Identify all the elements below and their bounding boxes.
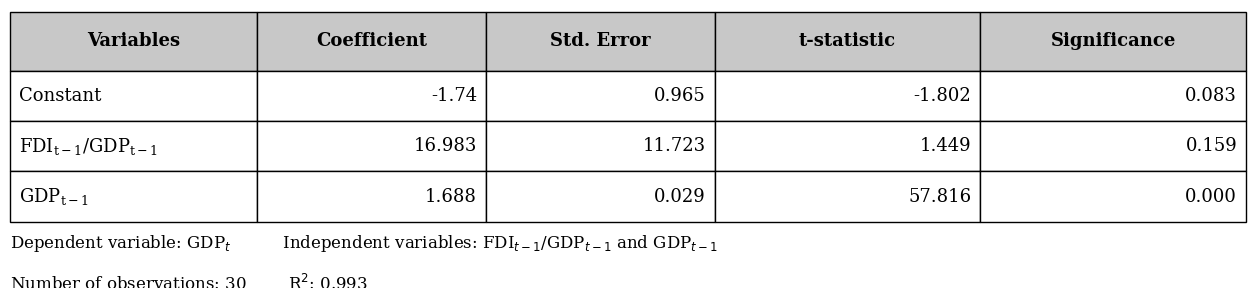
Bar [10,171,257,222]
Text: Std. Error: Std. Error [550,32,651,50]
Bar [980,171,1246,222]
Text: 0.965: 0.965 [654,87,706,105]
Text: Significance: Significance [1050,32,1176,50]
Text: GDP$_{\mathregular{t-1}}$: GDP$_{\mathregular{t-1}}$ [19,186,89,207]
Text: FDI$_{\mathregular{t-1}}$/GDP$_{\mathregular{t-1}}$: FDI$_{\mathregular{t-1}}$/GDP$_{\mathreg… [19,136,158,157]
Bar [980,12,1246,71]
Text: 1.688: 1.688 [426,187,477,206]
Text: Constant: Constant [19,87,102,105]
Text: Variables: Variables [87,32,180,50]
Text: 11.723: 11.723 [643,137,706,155]
Text: 57.816: 57.816 [908,187,971,206]
Text: Number of observations: 30        R$^2$: 0.993: Number of observations: 30 R$^2$: 0.993 [10,274,368,288]
Bar [486,71,715,121]
Text: 16.983: 16.983 [413,137,477,155]
Bar [257,171,486,222]
Bar [10,12,257,71]
Bar [486,12,715,71]
Bar [980,121,1246,171]
Bar [715,121,980,171]
Text: 0.029: 0.029 [654,187,706,206]
Text: Dependent variable: GDP$_t$          Independent variables: FDI$_{t-1}$/GDP$_{t-: Dependent variable: GDP$_t$ Independent … [10,233,718,254]
Bar [10,71,257,121]
Bar [715,12,980,71]
Bar [715,71,980,121]
Bar [257,12,486,71]
Text: 0.159: 0.159 [1186,137,1237,155]
Bar [257,121,486,171]
Bar [715,171,980,222]
Text: 0.000: 0.000 [1186,187,1237,206]
Bar [257,71,486,121]
Text: t-statistic: t-statistic [799,32,896,50]
Text: Coefficient: Coefficient [317,32,427,50]
Bar [486,171,715,222]
Bar [980,71,1246,121]
Text: -1.802: -1.802 [913,87,971,105]
Bar [10,121,257,171]
Text: -1.74: -1.74 [431,87,477,105]
Bar [486,121,715,171]
Text: 0.083: 0.083 [1186,87,1237,105]
Text: 1.449: 1.449 [919,137,971,155]
